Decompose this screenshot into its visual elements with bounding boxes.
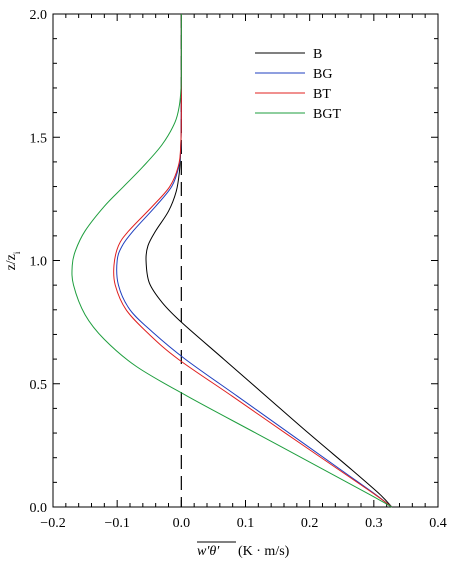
y-axis-label: z/zi (4, 251, 22, 270)
series-line-bt (113, 13, 393, 508)
series-line-bg (116, 13, 393, 508)
x-tick-label: 0.4 (429, 516, 447, 531)
y-tick-label: 0.0 (30, 501, 48, 516)
legend: B BG BT BGT (255, 47, 341, 122)
x-tick-label: 0.3 (365, 516, 383, 531)
legend-label-b: B (313, 47, 322, 62)
legend-label-bg: BG (313, 67, 332, 82)
plot-area: −0.2 −0.1 0.0 0.1 0.2 0.3 0.4 0.0 0.5 1.0 1.5 2.0 (30, 8, 447, 531)
legend-label-bt: BT (313, 87, 331, 102)
y-tick-label: 2.0 (30, 8, 48, 23)
x-tick-label: 0.2 (301, 516, 319, 531)
y-tick-label: 0.5 (30, 378, 48, 393)
y-axis-label-main: z/zi (4, 251, 22, 270)
x-tick-label: 0.1 (237, 516, 255, 531)
series-line-b (145, 13, 393, 508)
series-line-bgt (71, 13, 393, 508)
x-tick-label: 0.0 (173, 516, 191, 531)
x-axis-label-symbol: w′θ′ (197, 544, 220, 559)
y-tick-label: 1.0 (30, 255, 48, 270)
x-tick-label: −0.1 (104, 516, 129, 531)
plot-frame (52, 13, 439, 508)
y-tick-label: 1.5 (30, 131, 48, 146)
x-tick-label: −0.2 (40, 516, 65, 531)
legend-label-bgt: BGT (313, 107, 341, 122)
x-axis-label-unit: (K · m/s) (238, 544, 290, 559)
